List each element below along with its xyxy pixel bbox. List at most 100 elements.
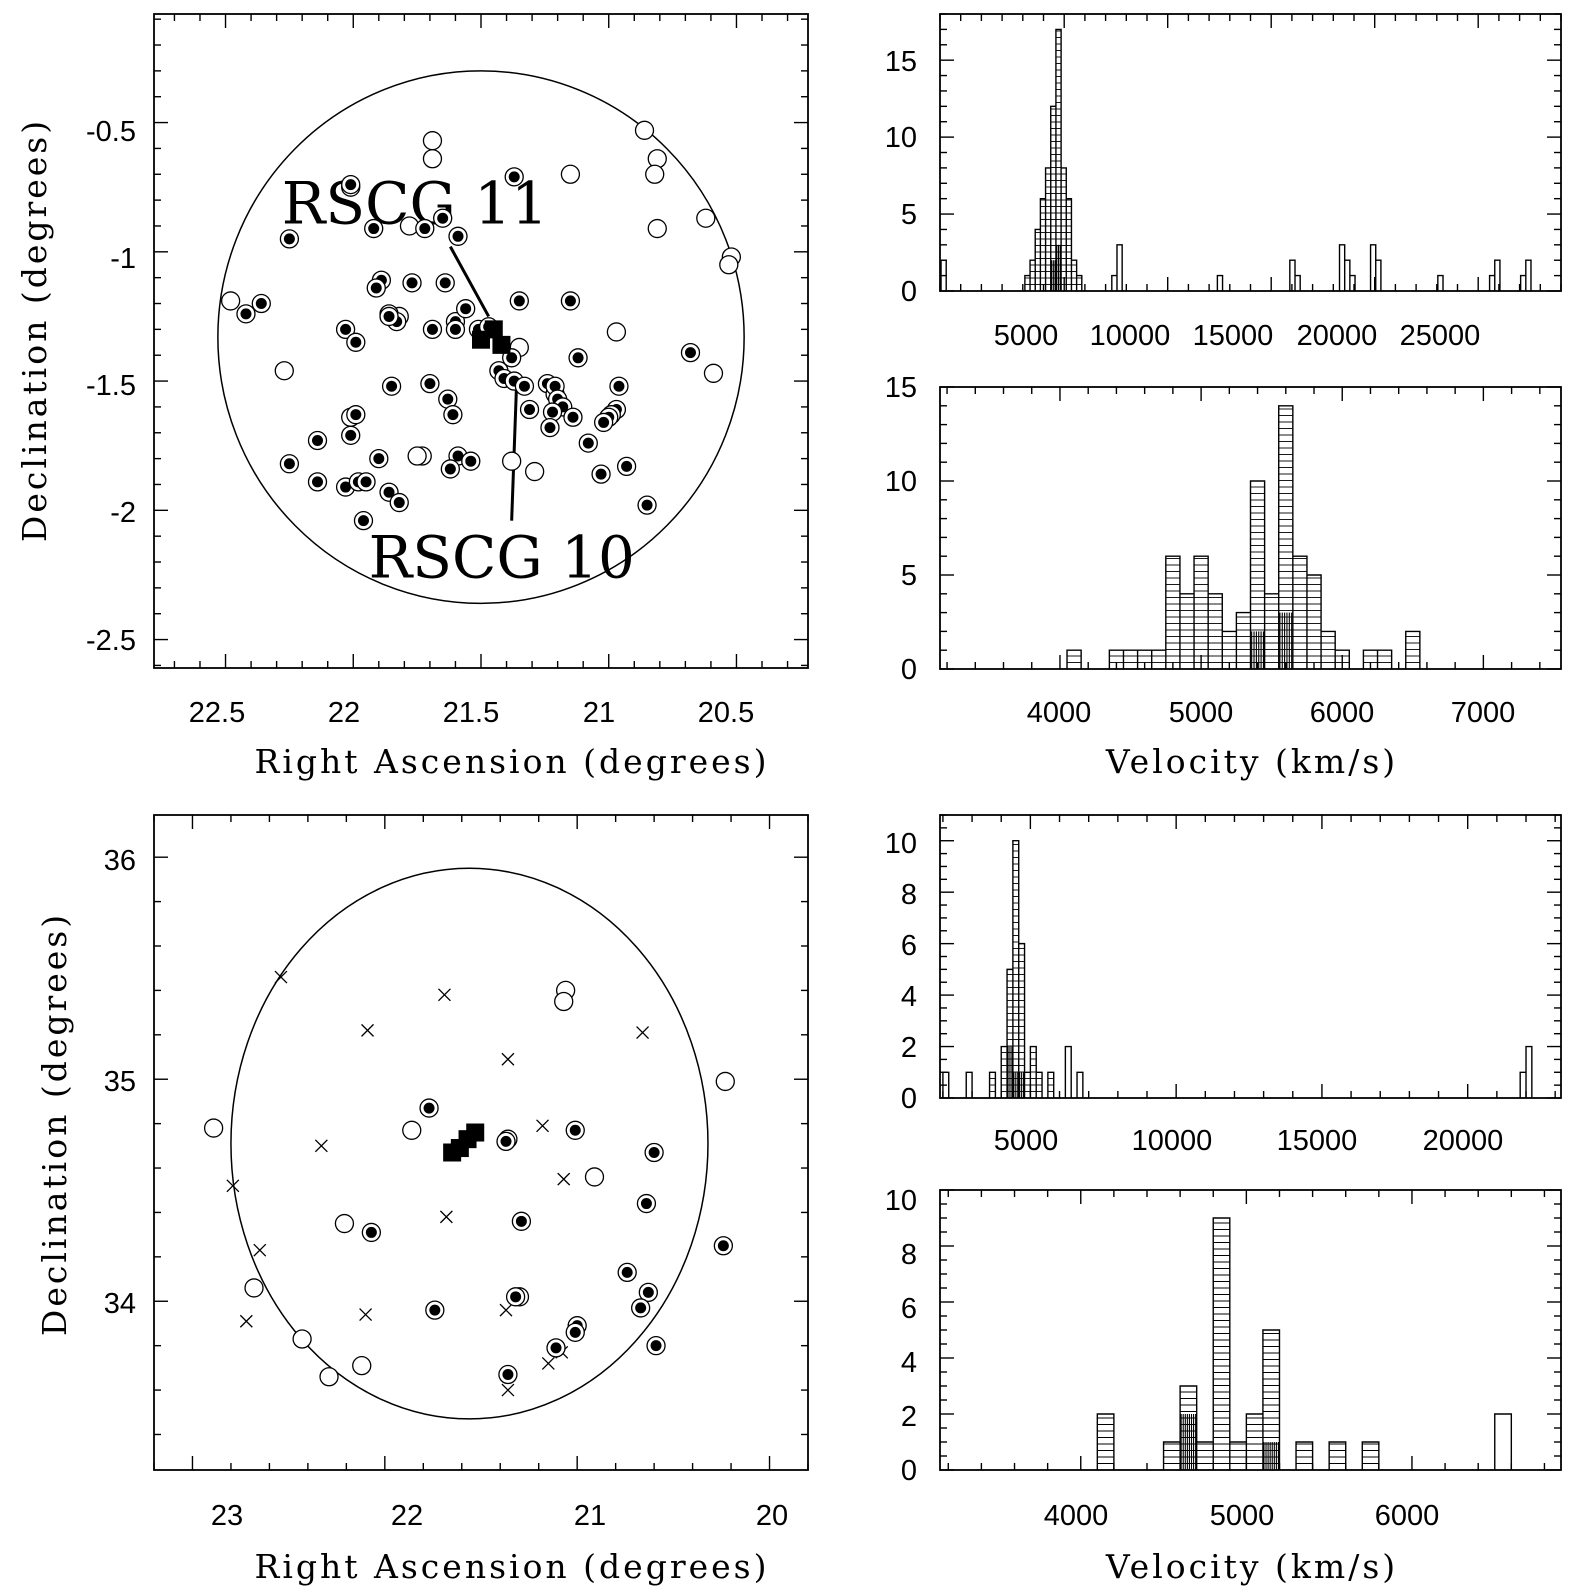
- annotation-leader-rscg11: [449, 245, 490, 318]
- member-point: [519, 399, 540, 420]
- x-tick-label: 20: [756, 1500, 788, 1532]
- x-tick-label: 21: [574, 1500, 606, 1532]
- x-tick-label: 15000: [1277, 1125, 1358, 1157]
- cross-point: [536, 1119, 550, 1133]
- x-tick-label: 6000: [1310, 697, 1375, 729]
- nonmember-point: [422, 131, 443, 151]
- histogram-top-zoom-bars: [1066, 405, 1421, 669]
- nonmember-point: [647, 218, 667, 239]
- histogram-top-zoom: 4000 5000 6000 7000 0 5 10 15 Velocity (…: [885, 372, 1562, 781]
- member-point: [546, 1338, 566, 1358]
- nonmember-point: [696, 208, 716, 228]
- x-tick-label: 22: [328, 697, 360, 729]
- member-point: [251, 293, 271, 314]
- y-tick-label: 6: [901, 1293, 917, 1325]
- y-tick-label: 6: [901, 930, 917, 962]
- sky-map-bottom-points: [203, 970, 735, 1397]
- cross-point: [274, 970, 288, 984]
- nonmember-point: [584, 1167, 605, 1187]
- cross-point: [361, 1023, 374, 1037]
- histogram-bottom-full-x-tick-labels: 5000 10000 15000 20000: [994, 1125, 1504, 1157]
- x-tick-label: 5000: [994, 1125, 1059, 1157]
- member-point: [511, 1211, 532, 1231]
- y-axis-label: Declination (degrees): [15, 118, 54, 542]
- histogram-bottom-zoom-bars: [1096, 1217, 1513, 1470]
- member-point: [540, 417, 560, 438]
- nonmember-point: [554, 991, 574, 1012]
- nonmember-point: [274, 361, 294, 381]
- cross-point: [359, 1308, 373, 1322]
- member-point: [563, 407, 583, 427]
- annotation-rscg10: RSCG 10: [369, 524, 635, 592]
- x-tick-label: 10000: [1090, 320, 1171, 352]
- member-point: [422, 319, 443, 340]
- group-center-marker: [484, 320, 503, 339]
- nonmember-point: [334, 1213, 355, 1234]
- y-tick-label: 10: [885, 1185, 917, 1217]
- member-point: [415, 218, 435, 239]
- x-axis-label: Velocity (km/s): [1105, 742, 1398, 781]
- member-point: [402, 273, 422, 293]
- member-point: [353, 511, 374, 531]
- nonmember-point: [715, 1071, 735, 1092]
- sky-map-top: 22.5 22 21.5 21 20.5 -0.5 -1 -1.5 -2 -2.…: [15, 13, 809, 781]
- member-point: [568, 348, 588, 368]
- y-tick-label: 34: [104, 1288, 136, 1320]
- x-tick-label: 7000: [1451, 697, 1516, 729]
- x-axis-label: Right Ascension (degrees): [255, 1547, 770, 1586]
- y-tick-label: 0: [901, 1083, 917, 1115]
- cross-point: [239, 1314, 253, 1328]
- sky-map-bottom-x-tick-labels: 23 22 21 20: [211, 1500, 788, 1532]
- y-tick-label: 10: [885, 466, 917, 498]
- histogram-top-full-ticks: [939, 13, 1562, 292]
- member-point: [369, 448, 389, 469]
- cross-point: [439, 1210, 453, 1224]
- member-point: [307, 430, 328, 451]
- sky-map-top-ticks: [154, 14, 808, 668]
- nonmember-point: [203, 1118, 224, 1138]
- member-point: [420, 374, 440, 394]
- x-tick-label: 22.5: [189, 697, 245, 729]
- y-tick-label: -2: [110, 497, 136, 529]
- histogram-top-full-x-tick-labels: 5000 10000 15000 20000 25000: [994, 320, 1481, 352]
- nonmember-point: [352, 1355, 372, 1376]
- sky-map-top-points: [220, 120, 742, 531]
- member-point: [631, 1298, 651, 1318]
- nonmember-point: [645, 164, 665, 184]
- cross-point: [636, 1026, 650, 1040]
- member-point: [504, 167, 524, 187]
- member-point: [379, 482, 399, 502]
- member-point: [593, 412, 614, 433]
- y-tick-label: 10: [885, 122, 917, 154]
- y-tick-label: 8: [901, 879, 917, 911]
- cross-point: [557, 1172, 571, 1186]
- member-point: [637, 495, 657, 515]
- y-tick-label: 2: [901, 1401, 917, 1433]
- y-tick-label: -1: [110, 243, 136, 275]
- member-point: [341, 425, 361, 446]
- member-point: [236, 304, 256, 324]
- nonmember-point: [703, 363, 724, 383]
- member-point: [565, 1322, 585, 1342]
- member-point: [456, 299, 476, 319]
- histogram-outline: [940, 28, 1532, 291]
- y-tick-label: 0: [901, 1455, 917, 1487]
- member-point: [680, 342, 701, 363]
- x-tick-label: 21.5: [443, 697, 499, 729]
- histogram-outline: [942, 840, 1533, 1098]
- member-point: [425, 1300, 445, 1320]
- member-point: [364, 218, 384, 239]
- member-point: [505, 1287, 526, 1307]
- x-tick-label: 4000: [1044, 1500, 1109, 1532]
- member-point: [443, 405, 463, 425]
- y-tick-label: -2.5: [86, 625, 136, 657]
- y-tick-label: 5: [901, 560, 917, 592]
- search-radius-circle: [230, 867, 709, 1420]
- member-point: [379, 306, 399, 327]
- histogram-bottom-full: 5000 10000 15000 20000 0 2 4 6 8 10: [885, 814, 1562, 1157]
- x-tick-label: 5000: [1210, 1500, 1275, 1532]
- nonmember-point: [502, 451, 522, 471]
- member-point: [496, 1131, 516, 1152]
- member-point: [445, 319, 466, 340]
- nonmember-point: [560, 164, 581, 184]
